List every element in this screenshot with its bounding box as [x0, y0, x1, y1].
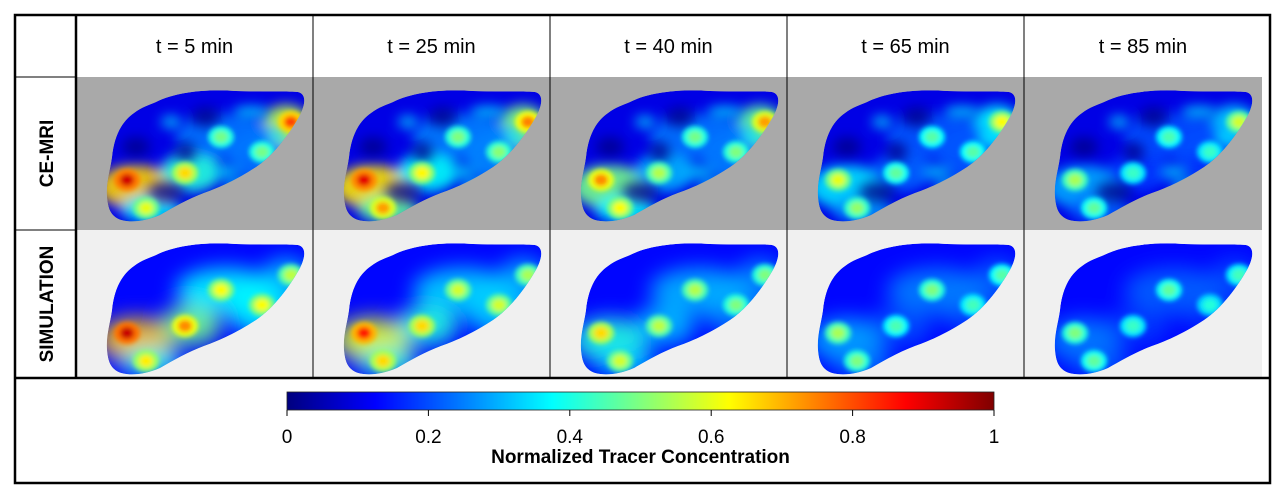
- hotspot-core: [1126, 320, 1140, 332]
- heatmap-panel: [550, 77, 787, 230]
- hotspot-core: [376, 202, 390, 214]
- hotspot-core: [889, 167, 903, 179]
- column-label: t = 40 min: [624, 36, 712, 58]
- heatmap-panel: [76, 77, 313, 230]
- table-grid: [13, 13, 1272, 485]
- column-label: t = 25 min: [387, 36, 475, 58]
- hotspot-core: [613, 355, 627, 367]
- hotspot-core: [1068, 327, 1082, 339]
- column-label: t = 85 min: [1099, 36, 1187, 58]
- colorbar-tick-label: 0.6: [698, 427, 724, 448]
- column-label: t = 5 min: [156, 36, 233, 58]
- heatmap-panel: [76, 230, 313, 378]
- column-label: t = 65 min: [861, 36, 949, 58]
- heatmap-panel: [550, 230, 787, 378]
- hotspot-core: [1068, 174, 1082, 186]
- hotspot-core: [492, 146, 506, 158]
- colorbar-tick-label: 0.8: [839, 427, 865, 448]
- hotspot-core: [139, 202, 153, 214]
- heatmap-panel: [313, 230, 550, 378]
- hotspot-core: [594, 327, 608, 339]
- hotspot-core: [1162, 284, 1176, 296]
- hotspot-core: [831, 327, 845, 339]
- heatmap-panel: [1024, 230, 1262, 378]
- colorbar-title: Normalized Tracer Concentration: [491, 447, 790, 468]
- hotspot-core: [1203, 299, 1217, 311]
- hotspot-core: [415, 167, 429, 179]
- heatmap-panel: [1024, 77, 1262, 230]
- colorbar-tick-label: 1: [989, 427, 1000, 448]
- colorbar-gradient: [286, 391, 995, 411]
- hotspot-core: [451, 284, 465, 296]
- hotspot-core: [966, 146, 980, 158]
- hotspot-core: [688, 131, 702, 143]
- hotspot-core: [357, 327, 371, 339]
- hotspot-core: [451, 131, 465, 143]
- hotspot-core: [831, 174, 845, 186]
- hotspot-core: [1162, 131, 1176, 143]
- hotspot-core: [1126, 167, 1140, 179]
- hotspot-core: [688, 284, 702, 296]
- hotspot-core: [594, 174, 608, 186]
- colorbar-tick-label: 0: [282, 427, 293, 448]
- heatmap-panel: [313, 77, 550, 230]
- hotspot-core: [255, 299, 269, 311]
- hotspot-core: [255, 146, 269, 158]
- hotspot-core: [652, 167, 666, 179]
- hotspot-core: [729, 146, 743, 158]
- hotspot-core: [966, 299, 980, 311]
- hotspot-core: [415, 320, 429, 332]
- hotspot-core: [214, 131, 228, 143]
- hotspot-core: [120, 174, 134, 186]
- row-label: SIMULATION: [37, 246, 58, 363]
- heatmap-panel: [787, 77, 1024, 230]
- hotspot-core: [850, 202, 864, 214]
- hotspot-core: [925, 131, 939, 143]
- hotspot-core: [357, 174, 371, 186]
- hotspot-core: [214, 284, 228, 296]
- heatmap-panel: [787, 230, 1024, 378]
- colorbar: 0 0.2 0.4 0.6 0.8 1 Normalized Tracer Concentr…: [282, 391, 1000, 468]
- colorbar-tick-label: 0.4: [557, 427, 584, 448]
- hotspot-core: [613, 202, 627, 214]
- hotspot-core: [492, 299, 506, 311]
- hotspot-core: [729, 299, 743, 311]
- hotspot-core: [1087, 355, 1101, 367]
- hotspot-core: [376, 355, 390, 367]
- hotspot-core: [850, 355, 864, 367]
- hotspot-core: [1203, 146, 1217, 158]
- hotspot-core: [178, 320, 192, 332]
- colorbar-tick-label: 0.2: [415, 427, 441, 448]
- hotspot-core: [652, 320, 666, 332]
- row-label: CE-MRI: [37, 120, 58, 188]
- hotspot-core: [925, 284, 939, 296]
- hotspot-core: [1087, 202, 1101, 214]
- hotspot-core: [120, 327, 134, 339]
- hotspot-core: [139, 355, 153, 367]
- hotspot-core: [178, 167, 192, 179]
- hotspot-core: [889, 320, 903, 332]
